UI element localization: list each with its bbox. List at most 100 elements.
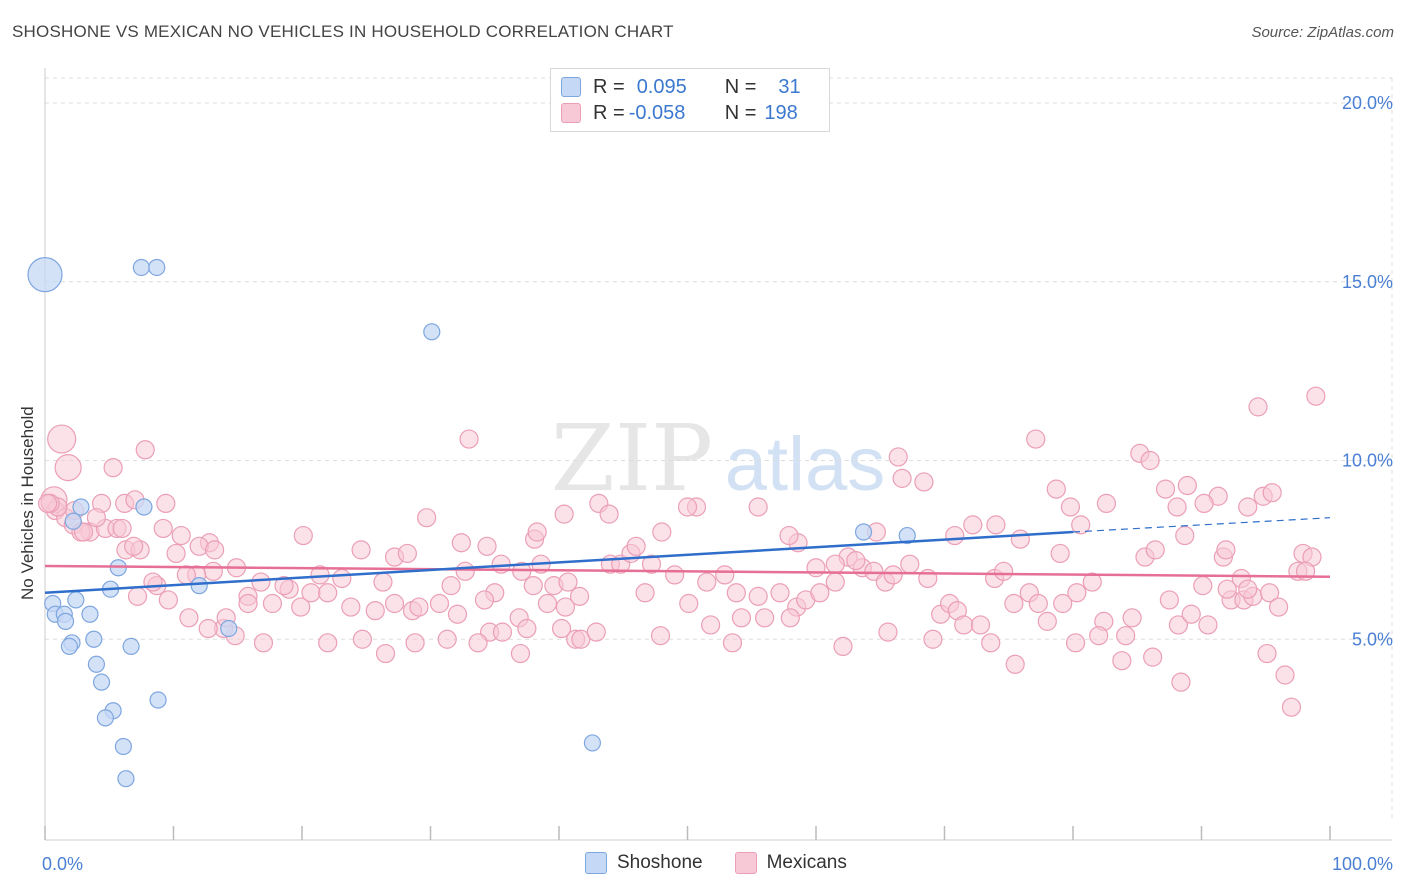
mexicans-point — [1160, 591, 1178, 609]
mexicans-point — [1270, 598, 1288, 616]
y-tick-label: 20.0% — [1342, 93, 1393, 113]
mexicans-point — [1047, 480, 1065, 498]
mexicans-point — [1051, 544, 1069, 562]
mexicans-point — [1178, 477, 1196, 495]
mexicans-point — [353, 630, 371, 648]
mexicans-point — [1168, 498, 1186, 516]
mexicans-point — [1146, 541, 1164, 559]
mexicans-point — [879, 623, 897, 641]
shoshone-point — [149, 259, 165, 275]
mexicans-point — [1217, 541, 1235, 559]
mexicans-point — [995, 562, 1013, 580]
mexicans-point — [511, 645, 529, 663]
mexicans-point — [826, 573, 844, 591]
mexicans-point — [955, 616, 973, 634]
mexicans-point — [555, 505, 573, 523]
mexicans-point — [716, 566, 734, 584]
mexicans-point — [1144, 648, 1162, 666]
mexicans-point — [430, 595, 448, 613]
shoshone-point — [221, 621, 237, 637]
mexicans-point — [263, 595, 281, 613]
shoshone-trend-extension — [1073, 518, 1330, 532]
watermark-zip: ZIP — [551, 405, 713, 512]
mexicans-point — [1194, 577, 1212, 595]
shoshone-point — [65, 513, 81, 529]
mexicans-point — [834, 637, 852, 655]
mexicans-point — [679, 498, 697, 516]
mexicans-point — [528, 523, 546, 541]
mexicans-point — [1199, 616, 1217, 634]
shoshone-swatch — [561, 77, 581, 97]
mexicans-point — [386, 595, 404, 613]
mexicans-point — [600, 505, 618, 523]
shoshone-point — [61, 638, 77, 654]
shoshone-point — [28, 258, 62, 292]
mexicans-point — [154, 519, 172, 537]
mexicans-point — [893, 469, 911, 487]
mexicans-point — [469, 634, 487, 652]
mexicans-point — [636, 584, 654, 602]
mexicans-point — [982, 634, 1000, 652]
y-tick-label: 15.0% — [1342, 272, 1393, 292]
mexicans-point — [1239, 498, 1257, 516]
mexicans-point — [666, 566, 684, 584]
mexicans-point — [732, 609, 750, 627]
mexicans-point — [556, 598, 574, 616]
mexicans-point — [206, 541, 224, 559]
shoshone-point — [150, 692, 166, 708]
shoshone-point — [115, 739, 131, 755]
grid-lines — [45, 78, 1392, 818]
correlation-legend: R = 0.095 N = 31 R = -0.058 N = 198 — [550, 68, 830, 132]
mexicans-point — [254, 634, 272, 652]
mexicans-point — [113, 519, 131, 537]
mexicans-point — [1005, 595, 1023, 613]
mexicans-point — [157, 494, 175, 512]
n-value: 198 — [764, 102, 797, 125]
shoshone-point — [584, 735, 600, 751]
mexicans-point — [749, 498, 767, 516]
shoshone-point — [191, 578, 207, 594]
mexicans-point — [627, 537, 645, 555]
shoshone-point — [88, 656, 104, 672]
mexicans-point — [1307, 387, 1325, 405]
n-label: N = — [725, 76, 757, 99]
mexicans-point — [781, 609, 799, 627]
mexicans-point — [448, 605, 466, 623]
mexicans-point — [1006, 655, 1024, 673]
mexicans-point — [587, 623, 605, 641]
mexicans-swatch — [561, 103, 581, 123]
mexicans-point — [475, 591, 493, 609]
mexicans-point — [1029, 595, 1047, 613]
mexicans-point — [756, 609, 774, 627]
mexicans-point — [1218, 580, 1236, 598]
mexicans-point — [1027, 430, 1045, 448]
legend-label-shoshone: Shoshone — [617, 852, 703, 874]
mexicans-point — [780, 527, 798, 545]
mexicans-point — [1282, 698, 1300, 716]
mexicans-point — [199, 620, 217, 638]
mexicans-point — [456, 562, 474, 580]
mexicans-point — [55, 455, 81, 481]
mexicans-point — [478, 537, 496, 555]
shoshone-point — [136, 499, 152, 515]
mexicans-point — [104, 459, 122, 477]
mexicans-point — [524, 577, 542, 595]
mexicans-point — [418, 509, 436, 527]
mexicans-point — [847, 552, 865, 570]
mexicans-point — [438, 630, 456, 648]
mexicans-point — [333, 569, 351, 587]
shoshone-point — [123, 638, 139, 654]
mexicans-point — [1117, 627, 1135, 645]
mexicans-point — [493, 623, 511, 641]
mexicans-point — [239, 595, 257, 613]
mexicans-point — [915, 473, 933, 491]
legend-row-mexicans: R = -0.058 N = 198 — [561, 100, 798, 126]
shoshone-point — [118, 771, 134, 787]
mexicans-point — [460, 430, 478, 448]
mexicans-point — [352, 541, 370, 559]
shoshone-point — [424, 324, 440, 340]
mexicans-point — [204, 562, 222, 580]
mexicans-point — [1038, 612, 1056, 630]
mexicans-point — [771, 584, 789, 602]
